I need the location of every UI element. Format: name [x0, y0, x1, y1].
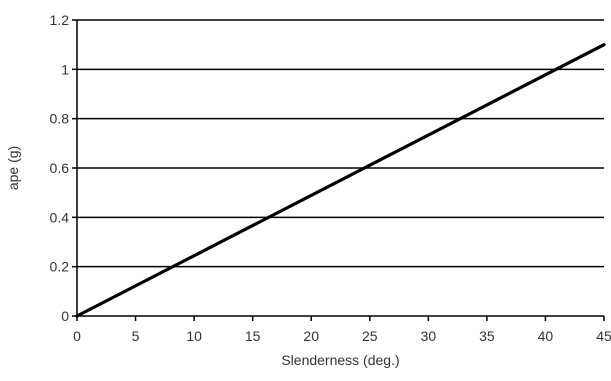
label-layer: 0 0.2 0.4 0.6 0.8 1 1.2 0 5 10 15 20 25 30 35 40 45 Slend… [5, 12, 611, 368]
y-tick-label: 0.4 [50, 209, 70, 225]
x-tick-label: 5 [132, 328, 140, 344]
x-tick-label: 0 [73, 328, 81, 344]
y-tick-label: 1.2 [50, 12, 70, 28]
x-tick-label: 40 [538, 328, 554, 344]
x-axis-title: Slenderness (deg.) [281, 352, 399, 368]
y-tick-label: 1 [61, 61, 69, 77]
x-tick-label: 35 [479, 328, 495, 344]
series-layer [75, 43, 606, 318]
y-tick-label: 0.2 [50, 259, 70, 275]
x-tick-label: 15 [245, 328, 261, 344]
y-axis-title: ape (g) [5, 146, 21, 190]
y-tick-label: 0.6 [50, 160, 70, 176]
series-line [75, 43, 606, 318]
y-tick-label: 0 [61, 308, 69, 324]
x-tick-label: 30 [421, 328, 437, 344]
x-tick-label: 10 [186, 328, 202, 344]
x-tick-label: 25 [362, 328, 378, 344]
grid-layer [77, 19, 604, 268]
axis-layer [72, 19, 605, 321]
y-tick-label: 0.8 [50, 111, 70, 127]
x-tick-label: 45 [596, 328, 611, 344]
x-tick-label: 20 [303, 328, 319, 344]
